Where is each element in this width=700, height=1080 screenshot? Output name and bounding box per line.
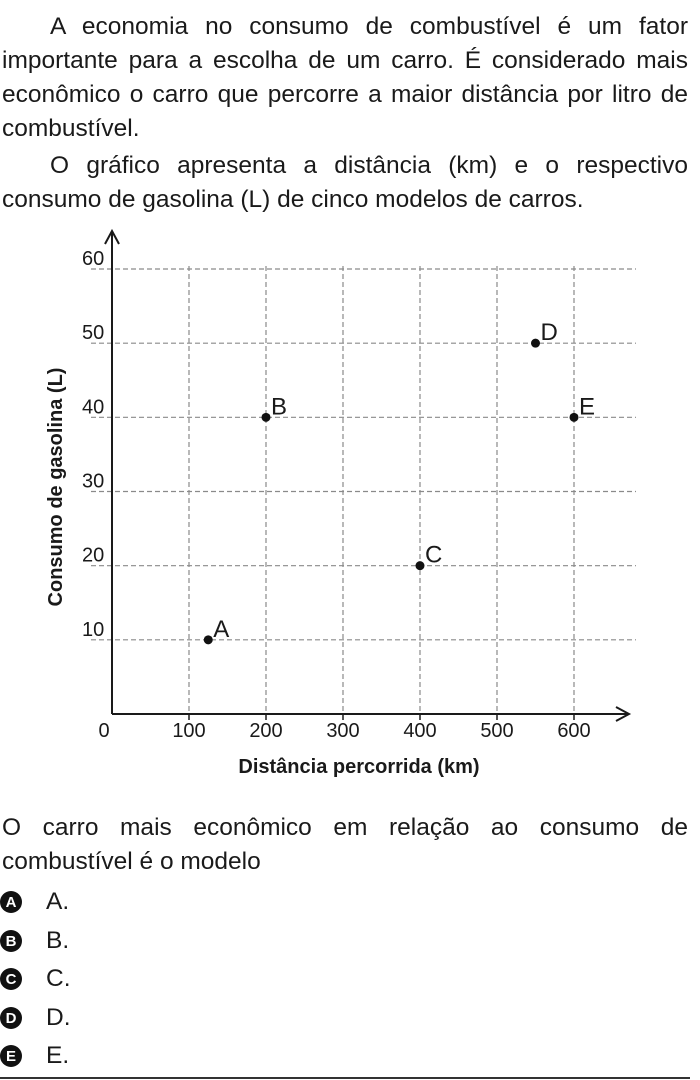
y-tick-label: 50	[82, 322, 104, 344]
y-tick-label: 10	[82, 619, 104, 641]
data-point-label: E	[579, 393, 595, 420]
option-letter-badge: C	[0, 968, 22, 990]
data-point-label: B	[271, 393, 287, 420]
y-tick-label: 20	[82, 545, 104, 567]
option-text: E.	[46, 1042, 70, 1069]
y-axis-title: Consumo de gasolina (L)	[45, 368, 67, 607]
x-tick-label: 0	[98, 720, 109, 742]
option-e[interactable]: E E.	[0, 1041, 69, 1071]
data-point-label: C	[425, 542, 442, 569]
data-point-c	[415, 561, 425, 571]
intro-paragraph-1: A economia no consumo de combustível é u…	[2, 13, 688, 142]
option-c[interactable]: C C.	[0, 964, 71, 994]
data-point-d	[531, 338, 540, 348]
option-b[interactable]: B B.	[0, 926, 69, 956]
question-stem: O carro mais econômico em relação ao con…	[2, 814, 688, 875]
data-point-a	[203, 635, 213, 645]
data-points: A B C D E	[203, 319, 595, 645]
y-tick-label: 40	[82, 396, 104, 418]
y-tick-label: 60	[82, 248, 104, 270]
x-axis-title: Distância percorrida (km)	[238, 756, 479, 778]
chart-axes	[104, 228, 632, 722]
x-tick-label: 400	[403, 720, 436, 742]
option-text: B.	[46, 927, 70, 954]
chart-grid	[91, 266, 636, 720]
y-axis-arrow	[104, 228, 120, 245]
option-a[interactable]: A A.	[0, 887, 69, 917]
option-text: D.	[46, 1004, 71, 1031]
option-text: A.	[46, 888, 70, 915]
bottom-divider	[0, 1077, 690, 1079]
option-letter-badge: A	[0, 891, 22, 913]
option-letter-badge: D	[0, 1007, 22, 1029]
option-d[interactable]: D D.	[0, 1003, 71, 1033]
data-point-label: A	[213, 616, 229, 643]
x-tick-label: 500	[480, 720, 513, 742]
option-letter-badge: B	[0, 930, 22, 952]
option-text: C.	[46, 965, 71, 992]
x-axis-arrow	[615, 706, 632, 722]
data-point-e	[569, 412, 579, 422]
data-point-label: D	[541, 319, 558, 346]
x-tick-label: 100	[172, 720, 205, 742]
intro-paragraph-2: O gráfico apresenta a distância (km) e o…	[2, 152, 688, 213]
x-tick-label: 300	[326, 720, 359, 742]
x-tick-label: 200	[249, 720, 282, 742]
data-point-b	[261, 412, 271, 422]
x-tick-label: 600	[557, 720, 590, 742]
y-tick-label: 30	[82, 471, 104, 493]
option-letter-badge: E	[0, 1045, 22, 1067]
